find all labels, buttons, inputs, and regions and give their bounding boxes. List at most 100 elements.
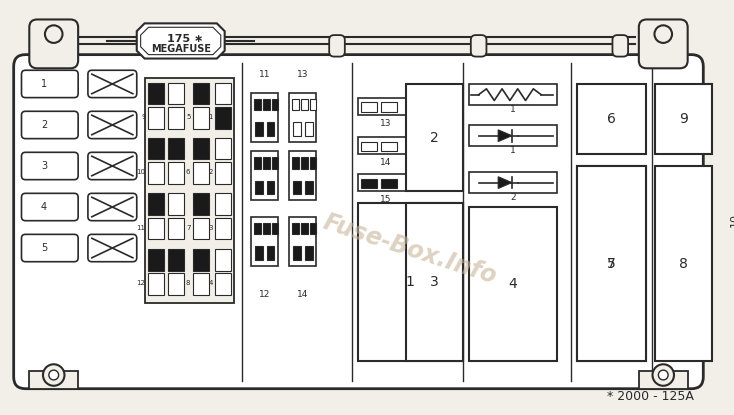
Text: 14: 14	[380, 158, 391, 166]
Bar	[215, 218, 230, 239]
Text: 1: 1	[208, 114, 213, 120]
Bar	[168, 107, 184, 129]
Bar	[301, 222, 308, 234]
Bar	[193, 107, 209, 129]
Bar	[148, 138, 164, 159]
Bar	[168, 273, 184, 295]
Polygon shape	[141, 27, 221, 55]
Circle shape	[658, 370, 668, 380]
Bar	[215, 138, 230, 159]
Bar	[655, 84, 712, 154]
Polygon shape	[498, 177, 512, 188]
Bar	[193, 249, 209, 271]
Circle shape	[43, 364, 65, 386]
Text: 4: 4	[208, 280, 213, 286]
Text: 5: 5	[186, 114, 191, 120]
Bar	[719, 78, 734, 361]
Circle shape	[49, 370, 59, 380]
Text: 2: 2	[41, 120, 47, 130]
Bar	[193, 218, 209, 239]
Bar	[148, 249, 164, 271]
Bar	[289, 93, 316, 142]
FancyBboxPatch shape	[88, 193, 137, 221]
Bar	[469, 207, 557, 361]
Text: 15: 15	[380, 195, 391, 204]
Bar	[357, 174, 414, 191]
Text: 5: 5	[41, 243, 47, 253]
Text: 4: 4	[41, 202, 47, 212]
Bar	[361, 142, 377, 151]
Bar	[193, 138, 209, 159]
Bar	[578, 166, 646, 361]
Text: 6: 6	[186, 169, 191, 175]
Bar	[361, 103, 377, 112]
Bar	[168, 218, 184, 239]
Bar	[215, 162, 230, 183]
Bar	[193, 273, 209, 295]
Bar	[361, 179, 377, 188]
Bar	[357, 203, 463, 361]
Bar	[148, 162, 164, 183]
Bar	[289, 217, 316, 266]
Bar	[301, 157, 308, 169]
Bar	[254, 157, 261, 169]
Bar	[469, 125, 557, 146]
FancyBboxPatch shape	[88, 111, 137, 139]
Bar	[255, 181, 263, 194]
FancyBboxPatch shape	[21, 193, 78, 221]
Bar	[292, 99, 299, 110]
Bar	[305, 122, 313, 136]
Bar	[215, 107, 230, 129]
Text: 7: 7	[186, 225, 191, 230]
Bar	[148, 193, 164, 215]
Text: 5: 5	[607, 256, 616, 271]
FancyBboxPatch shape	[21, 152, 78, 180]
FancyBboxPatch shape	[188, 35, 203, 56]
Bar	[272, 157, 278, 169]
Polygon shape	[137, 23, 225, 59]
Bar	[251, 151, 278, 200]
Bar	[168, 83, 184, 105]
Bar	[407, 84, 463, 191]
Bar	[305, 181, 313, 194]
Text: 1: 1	[510, 146, 516, 155]
Bar	[310, 157, 316, 169]
Bar	[254, 99, 261, 110]
Bar	[293, 122, 301, 136]
Text: 2: 2	[510, 193, 516, 202]
Bar	[215, 193, 230, 215]
Bar	[469, 172, 557, 193]
Bar	[293, 246, 301, 260]
Bar	[578, 166, 646, 361]
Bar	[251, 93, 278, 142]
Bar	[254, 222, 261, 234]
Bar	[639, 371, 688, 389]
Text: 10: 10	[137, 169, 145, 175]
Bar	[168, 193, 184, 215]
FancyBboxPatch shape	[14, 55, 703, 389]
Bar	[407, 203, 463, 361]
Bar	[272, 222, 278, 234]
Bar	[301, 99, 308, 110]
FancyBboxPatch shape	[21, 111, 78, 139]
FancyBboxPatch shape	[21, 234, 78, 262]
Text: 8: 8	[680, 256, 688, 271]
Text: 1: 1	[510, 105, 516, 114]
Text: 12: 12	[259, 290, 270, 300]
Text: 3: 3	[208, 225, 213, 230]
Bar	[255, 246, 263, 260]
Bar	[357, 137, 414, 154]
Bar	[310, 99, 316, 110]
Bar	[168, 138, 184, 159]
FancyBboxPatch shape	[470, 35, 487, 56]
Bar	[193, 193, 209, 215]
FancyBboxPatch shape	[639, 20, 688, 68]
Text: 11: 11	[259, 70, 270, 79]
FancyBboxPatch shape	[329, 35, 345, 56]
Bar	[148, 107, 164, 129]
Bar	[193, 162, 209, 183]
Text: 4: 4	[509, 277, 517, 291]
Text: * 2000 - 125A: * 2000 - 125A	[607, 390, 694, 403]
Bar	[266, 122, 275, 136]
Bar	[578, 84, 646, 154]
